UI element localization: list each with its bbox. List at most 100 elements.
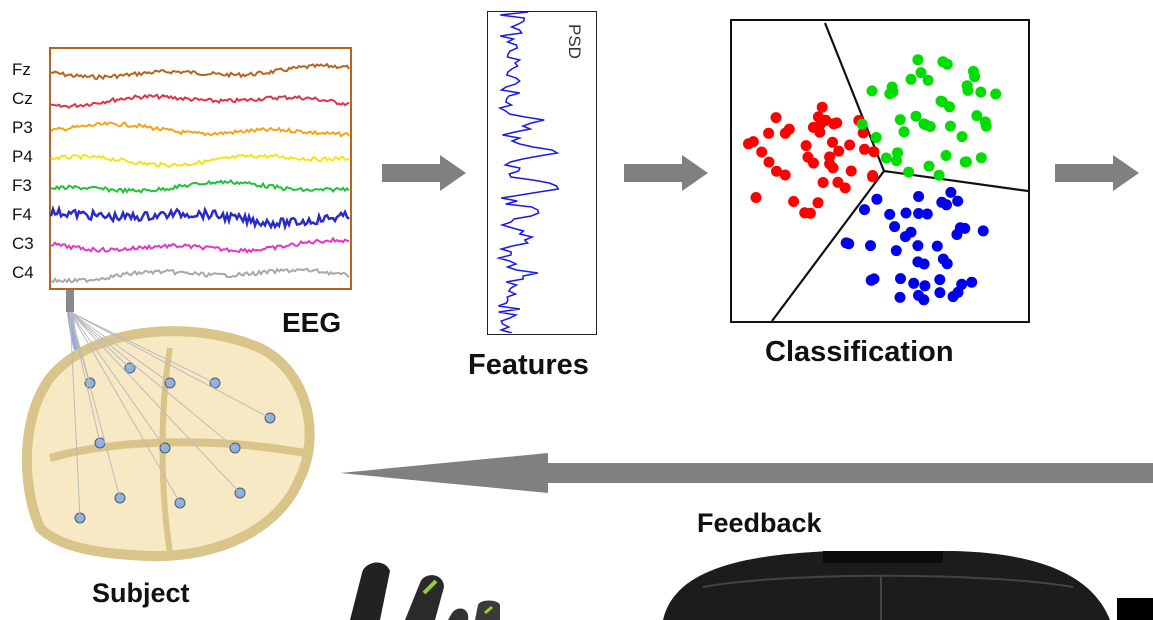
scatter-point: [979, 116, 991, 128]
scatter-point: [799, 207, 811, 219]
scatter-point: [936, 96, 948, 108]
scatter-point: [812, 197, 824, 209]
robotic-hand-illustration: [350, 562, 500, 620]
eeg-channel-label: C4: [12, 263, 34, 282]
scatter-point: [891, 155, 902, 167]
eeg-plot: [49, 47, 352, 290]
eeg-trace: [50, 62, 350, 81]
scatter-point: [859, 143, 870, 155]
scatter-point: [937, 253, 949, 265]
scatter-point: [975, 152, 987, 164]
scatter-point: [788, 196, 800, 207]
features-panel: PSD: [487, 11, 597, 335]
scatter-point: [845, 165, 857, 177]
scatter-point: [944, 120, 956, 132]
scatter-point: [859, 204, 870, 216]
scatter-point: [884, 208, 896, 220]
scatter-point: [936, 196, 948, 208]
scatter-point: [827, 162, 839, 174]
scatter-point: [763, 127, 775, 139]
scatter-point: [808, 157, 819, 169]
scatter-point: [959, 156, 971, 168]
decision-boundary: [771, 170, 885, 321]
subject-title: Subject: [92, 578, 190, 608]
eeg-trace: [50, 153, 350, 168]
scatter-point: [913, 191, 925, 202]
feedback-arrow: [340, 453, 1153, 493]
scatter-point: [910, 110, 922, 122]
scatter-point: [779, 169, 791, 181]
eeg-trace: [50, 236, 350, 254]
scatter-point: [868, 146, 880, 158]
scatter-point: [967, 65, 979, 77]
scatter-point: [931, 240, 943, 252]
scatter-point: [937, 56, 949, 68]
scatter-point: [975, 86, 987, 98]
eeg-title: EEG: [282, 307, 342, 338]
scatter-point: [871, 193, 883, 205]
scatter-point: [894, 114, 906, 126]
scatter-point: [750, 192, 762, 203]
scatter-point: [913, 289, 924, 301]
features-title: Features: [468, 349, 589, 381]
scatter-point: [832, 176, 844, 188]
scatter-point: [756, 146, 768, 158]
scatter-point: [919, 280, 931, 292]
eeg-trace: [49, 204, 350, 232]
psd-label: PSD: [565, 24, 584, 59]
scatter-point: [990, 88, 1002, 100]
eeg-channel-label: P4: [12, 147, 33, 166]
scatter-point: [956, 131, 968, 143]
scatter-point: [933, 169, 945, 181]
scatter-point: [889, 221, 901, 233]
scatter-point: [913, 208, 925, 219]
scatter-point: [824, 151, 836, 163]
eeg-channel-label: F3: [12, 176, 32, 195]
scatter-point: [779, 127, 791, 139]
scatter-point: [887, 86, 899, 98]
eeg-trace: [50, 179, 350, 195]
scatter-point: [962, 84, 974, 96]
scatter-plot: [743, 22, 1028, 321]
scatter-point: [977, 225, 989, 237]
scatter-point: [903, 166, 915, 178]
scatter-point: [918, 258, 930, 270]
scatter-point: [865, 274, 877, 286]
eeg-trace: [50, 120, 350, 138]
scatter-point: [900, 207, 912, 219]
eeg-channel-label: C3: [12, 234, 34, 253]
scatter-point: [966, 276, 978, 288]
eeg-channel-label: Cz: [12, 89, 33, 108]
scatter-point: [828, 118, 840, 130]
eeg-channel-label: Fz: [12, 60, 31, 79]
scatter-point: [894, 291, 906, 303]
scatter-point: [922, 74, 934, 86]
scatter-point: [866, 85, 878, 97]
scatter-point: [951, 229, 963, 240]
scatter-point: [934, 274, 946, 286]
scatter-point: [843, 238, 855, 250]
feedback-title: Feedback: [697, 508, 822, 538]
scatter-point: [892, 147, 903, 159]
scatter-point: [915, 67, 927, 79]
scatter-point: [924, 121, 936, 132]
scatter-point: [771, 165, 782, 177]
scatter-point: [867, 170, 879, 181]
scatter-point: [912, 54, 924, 66]
psd-plot: [495, 12, 560, 333]
eeg-frame: [49, 47, 352, 290]
scatter-point: [940, 150, 952, 161]
eeg-channel-label: P3: [12, 118, 33, 137]
scatter-point: [899, 231, 911, 243]
scatter-point: [816, 101, 828, 113]
scatter-point: [865, 240, 876, 252]
scatter-point: [905, 73, 917, 85]
eeg-trace: [50, 267, 350, 284]
black-corner-square: [1117, 598, 1153, 620]
scatter-point: [952, 286, 964, 298]
scatter-point: [921, 208, 933, 220]
scatter-point: [817, 177, 829, 188]
arrow-eeg-to-features: [382, 155, 466, 191]
classification-panel: [730, 19, 1030, 323]
arrow-classification-to-output: [1055, 155, 1139, 191]
